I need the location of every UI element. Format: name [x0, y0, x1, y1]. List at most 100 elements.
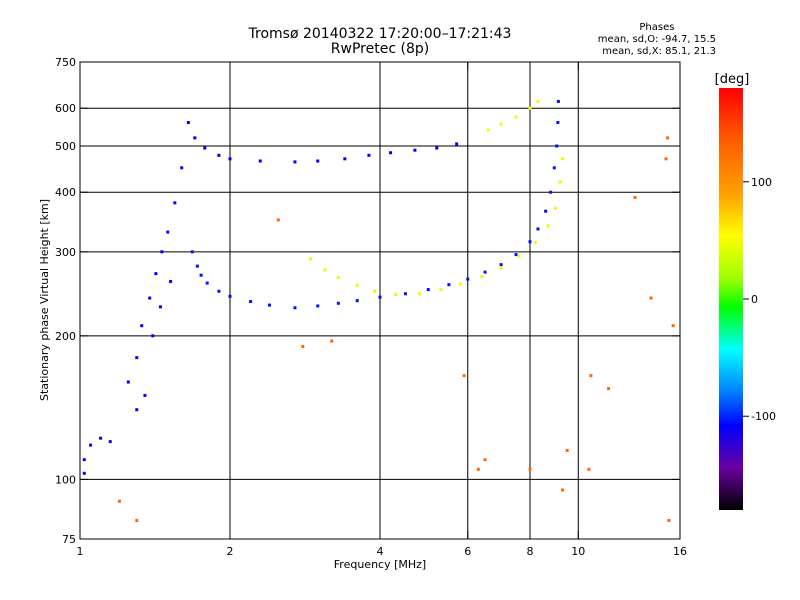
data-point: [556, 99, 560, 103]
data-point: [514, 253, 518, 257]
data-point: [126, 380, 130, 384]
data-point: [486, 128, 490, 132]
y-tick-label: 500: [55, 140, 76, 153]
x-tick-label: 8: [527, 545, 534, 558]
data-point: [148, 296, 152, 300]
colorbar-tick-label: -100: [751, 410, 776, 423]
data-point: [558, 180, 562, 184]
data-point: [664, 157, 668, 161]
chart-title-line2: RwPretec (8p): [330, 41, 430, 57]
data-point: [217, 153, 221, 157]
data-point: [587, 467, 591, 471]
grid-lines: [80, 62, 680, 539]
data-point: [108, 440, 112, 444]
data-point: [293, 306, 297, 310]
data-point: [205, 281, 209, 285]
data-point: [199, 273, 203, 277]
data-point: [249, 300, 253, 304]
data-point: [544, 209, 548, 213]
data-point: [169, 279, 173, 283]
data-point: [190, 250, 194, 254]
data-point: [536, 99, 540, 103]
data-point: [151, 334, 155, 338]
x-tick-label: 1: [77, 545, 84, 558]
colorbar-label: [deg]: [715, 72, 750, 87]
data-point: [389, 151, 393, 155]
data-point: [316, 159, 320, 163]
data-point: [667, 519, 671, 523]
data-point: [316, 304, 320, 308]
data-point: [458, 282, 462, 286]
data-point: [355, 283, 359, 287]
data-point: [99, 436, 103, 440]
data-point: [154, 272, 158, 276]
data-point: [135, 356, 139, 360]
colorbar-ticks: 100 0 -100: [743, 176, 776, 423]
data-point: [413, 148, 417, 152]
data-point: [323, 268, 327, 272]
data-point: [499, 122, 503, 126]
phases-legend: Phases mean, sd,O: -94.7, 15.5 mean, sd,…: [598, 22, 716, 58]
data-point: [193, 136, 197, 140]
data-point: [267, 303, 271, 307]
data-point: [403, 292, 407, 296]
data-point: [528, 106, 532, 110]
data-point: [276, 218, 280, 222]
data-point: [293, 160, 297, 164]
phases-o-stats: mean, sd,O: -94.7, 15.5: [597, 34, 716, 45]
data-point: [561, 157, 565, 161]
data-point: [336, 301, 340, 305]
x-axis-label: Frequency [MHz]: [334, 558, 426, 571]
data-point: [258, 159, 262, 163]
data-point: [517, 254, 521, 258]
x-tick-label: 10: [571, 545, 585, 558]
data-point: [166, 230, 170, 234]
x-tick-label: 4: [377, 545, 384, 558]
colorbar: [719, 88, 743, 510]
data-point: [355, 299, 359, 303]
y-tick-label: 400: [55, 186, 76, 199]
data-point: [173, 201, 177, 205]
data-point: [195, 264, 199, 268]
data-point: [565, 448, 569, 452]
data-points: [82, 99, 675, 523]
data-point: [552, 166, 556, 170]
data-point: [378, 295, 382, 299]
data-point: [607, 387, 611, 391]
data-point: [217, 289, 221, 293]
x-tick-label: 16: [673, 545, 687, 558]
data-point: [536, 227, 540, 231]
data-point: [466, 277, 470, 281]
y-axis-label: Stationary phase Virtual Height [km]: [38, 199, 51, 401]
data-point: [476, 467, 480, 471]
data-point: [117, 499, 121, 503]
y-tick-label: 200: [55, 330, 76, 343]
data-point: [555, 144, 559, 148]
y-tick-label: 300: [55, 246, 76, 259]
y-tick-label: 75: [62, 533, 76, 546]
data-point: [462, 374, 466, 378]
data-point: [455, 142, 459, 146]
data-point: [561, 488, 565, 492]
colorbar-tick-label: 0: [751, 293, 758, 306]
data-point: [89, 443, 93, 447]
data-point: [394, 293, 398, 297]
data-point: [228, 157, 232, 161]
data-point: [158, 305, 162, 309]
data-point: [343, 157, 347, 161]
data-point: [671, 324, 675, 328]
data-point: [140, 324, 144, 328]
data-point: [82, 471, 86, 475]
data-point: [665, 136, 669, 140]
data-point: [160, 250, 164, 254]
data-point: [180, 166, 184, 170]
data-point: [308, 257, 312, 261]
data-point: [135, 519, 139, 523]
data-point: [480, 275, 484, 279]
data-point: [417, 292, 421, 296]
data-point: [135, 408, 139, 412]
data-point: [528, 467, 532, 471]
y-axis-ticks: 75 100 200 300 400 500 600 750: [55, 56, 680, 546]
data-point: [439, 288, 443, 292]
